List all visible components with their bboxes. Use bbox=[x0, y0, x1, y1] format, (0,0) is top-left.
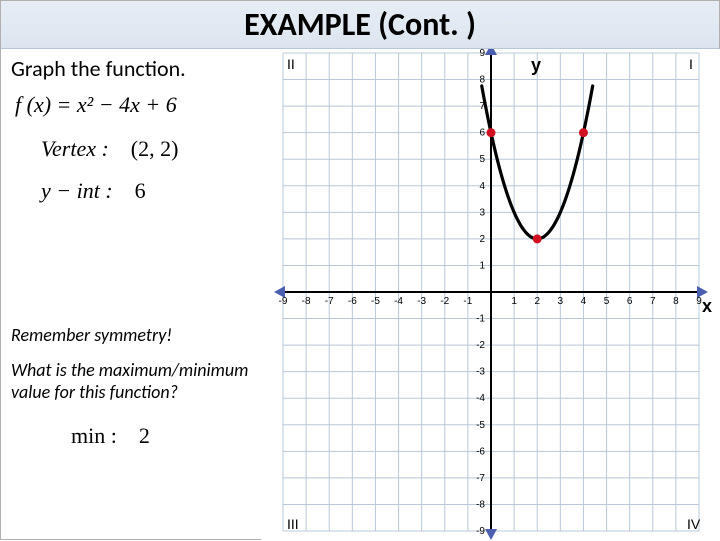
svg-text:8: 8 bbox=[479, 75, 485, 86]
svg-text:6: 6 bbox=[627, 296, 633, 307]
svg-text:I: I bbox=[689, 56, 693, 72]
svg-text:-1: -1 bbox=[463, 296, 472, 307]
svg-text:4: 4 bbox=[479, 181, 485, 192]
svg-text:3: 3 bbox=[558, 296, 564, 307]
function-expression: f (x) = x² − 4x + 6 bbox=[15, 92, 253, 118]
svg-text:III: III bbox=[287, 516, 299, 532]
yint-value: 6 bbox=[135, 178, 146, 203]
svg-text:-3: -3 bbox=[417, 296, 426, 307]
svg-text:-4: -4 bbox=[394, 296, 403, 307]
svg-text:8: 8 bbox=[673, 296, 679, 307]
svg-text:IV: IV bbox=[687, 516, 701, 532]
left-column: Graph the function. f (x) = x² − 4x + 6 … bbox=[1, 49, 261, 541]
vertex-label: Vertex : bbox=[41, 136, 109, 161]
svg-text:-6: -6 bbox=[476, 446, 485, 457]
coordinate-graph: -9 -8 -7 -6 -5 -4 -3 -2 -1 1 2 3 4 5 6 7 8 9 -9 -8 -7 -6 -5 -4 -… bbox=[261, 49, 719, 541]
svg-text:-2: -2 bbox=[440, 296, 449, 307]
question-text: What is the maximum/minimum value for th… bbox=[11, 360, 253, 403]
svg-text:-9: -9 bbox=[279, 296, 288, 307]
yint-label: y − int : bbox=[41, 178, 113, 203]
svg-text:2: 2 bbox=[534, 296, 540, 307]
svg-text:1: 1 bbox=[511, 296, 517, 307]
svg-text:-1: -1 bbox=[476, 314, 485, 325]
page-title: EXAMPLE (Cont. ) bbox=[244, 5, 476, 44]
svg-text:-2: -2 bbox=[476, 340, 485, 351]
svg-text:II: II bbox=[287, 56, 295, 72]
svg-text:-5: -5 bbox=[371, 296, 380, 307]
svg-text:-7: -7 bbox=[325, 296, 334, 307]
svg-text:-5: -5 bbox=[476, 420, 485, 431]
svg-text:3: 3 bbox=[479, 207, 485, 218]
instruction-text: Graph the function. bbox=[11, 55, 253, 82]
vertex-line: Vertex : (2, 2) bbox=[41, 136, 253, 162]
min-value: 2 bbox=[139, 423, 150, 448]
svg-text:x: x bbox=[702, 296, 712, 316]
svg-text:9: 9 bbox=[479, 49, 485, 59]
svg-text:6: 6 bbox=[479, 128, 485, 139]
svg-text:-8: -8 bbox=[302, 296, 311, 307]
svg-text:5: 5 bbox=[604, 296, 610, 307]
min-line: min : 2 bbox=[71, 423, 253, 449]
svg-text:4: 4 bbox=[581, 296, 587, 307]
svg-text:2: 2 bbox=[479, 234, 485, 245]
svg-text:1: 1 bbox=[479, 260, 485, 271]
svg-text:y: y bbox=[531, 55, 541, 75]
svg-text:-3: -3 bbox=[476, 367, 485, 378]
svg-text:7: 7 bbox=[650, 296, 656, 307]
symmetry-note: Remember symmetry! bbox=[11, 324, 253, 346]
svg-text:-7: -7 bbox=[476, 473, 485, 484]
svg-text:-4: -4 bbox=[476, 393, 485, 404]
yint-line: y − int : 6 bbox=[41, 178, 253, 204]
svg-text:-8: -8 bbox=[476, 499, 485, 510]
svg-text:-6: -6 bbox=[348, 296, 357, 307]
vertex-value: (2, 2) bbox=[131, 136, 179, 161]
min-label: min : bbox=[71, 423, 117, 448]
svg-text:-9: -9 bbox=[476, 526, 485, 537]
svg-text:5: 5 bbox=[479, 154, 485, 165]
